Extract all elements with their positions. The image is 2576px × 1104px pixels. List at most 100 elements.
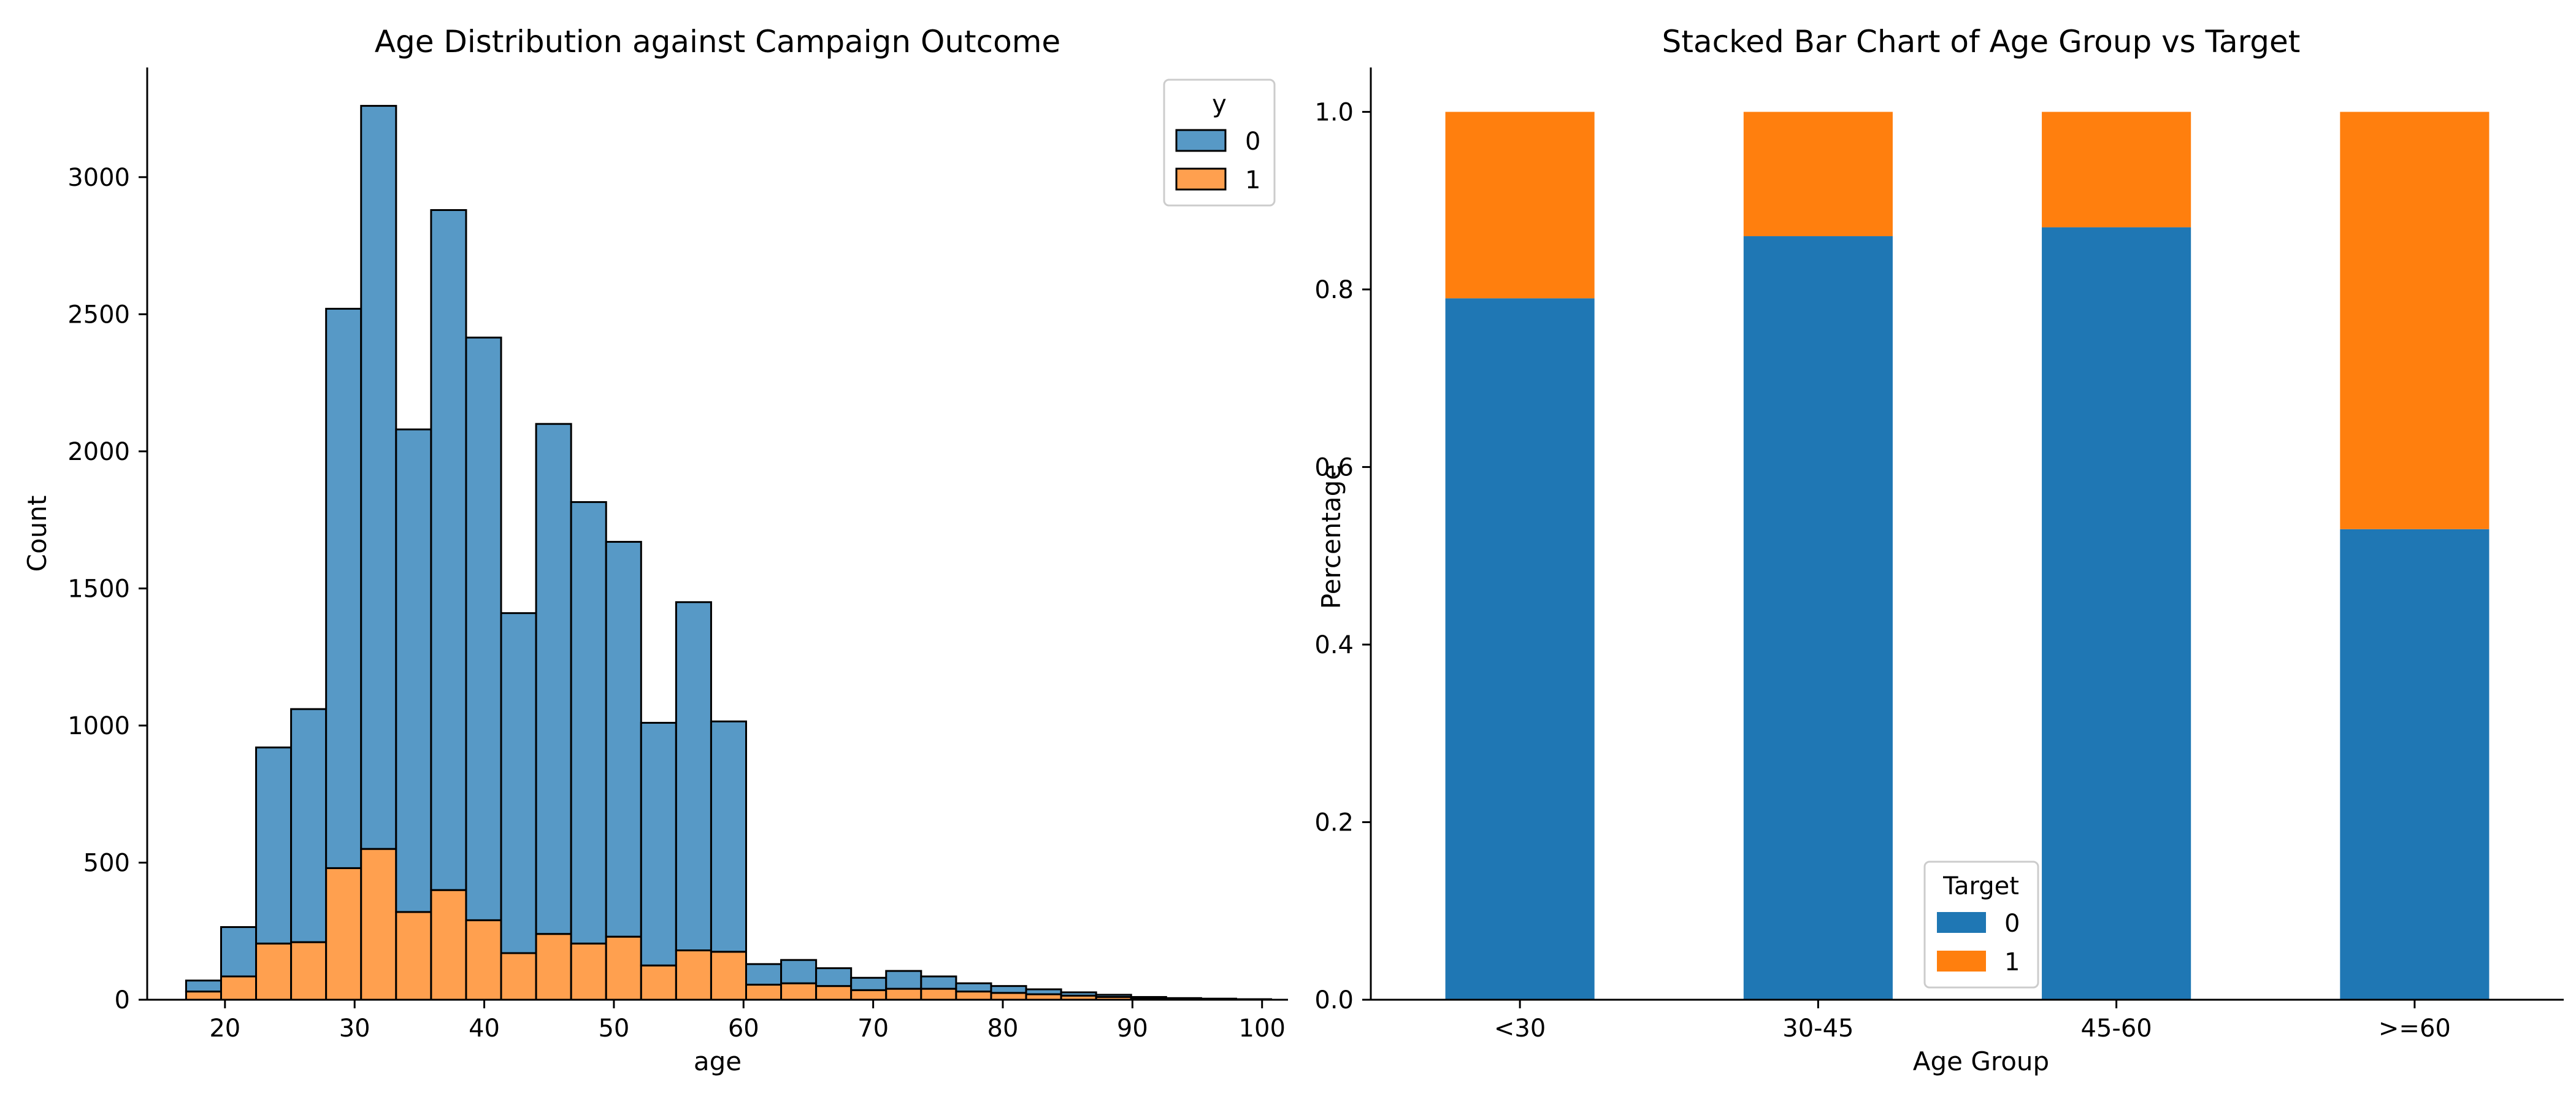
histogram-bar-1-12 <box>605 935 642 1001</box>
histogram-bar-1-3 <box>290 941 328 1001</box>
stacked-bar-xlabel: Age Group <box>1913 1046 2049 1076</box>
histogram-bar-0-12 <box>605 540 642 938</box>
histogram-bar-1-18 <box>815 985 853 1001</box>
histogram-y-tick-label: 0 <box>115 986 130 1014</box>
histogram-chart: Age Distribution against Campaign Outcom… <box>22 24 1288 1076</box>
histogram-bar-0-8 <box>465 336 502 921</box>
histogram-bar-1-23 <box>990 992 1027 1001</box>
histogram-bar-0-5 <box>360 105 397 850</box>
stacked-bars <box>1445 112 2490 1000</box>
stacked-bar-x-tick-label: >=60 <box>2379 1014 2451 1043</box>
histogram-bar-0-16 <box>745 963 783 986</box>
histogram-bar-1-22 <box>955 991 992 1001</box>
histogram-bar-1-13 <box>640 964 677 1001</box>
histogram-bar-0-26 <box>1095 994 1132 999</box>
histogram-bar-0-15 <box>710 720 747 953</box>
histogram-legend-swatch-1 <box>1175 167 1227 191</box>
histogram-bar-1-8 <box>465 919 502 1001</box>
histogram-legend-title: y <box>1212 90 1227 118</box>
stacked-bar-legend-swatch-1 <box>1937 951 1986 972</box>
stacked-bar-1-1 <box>1743 112 1893 237</box>
histogram-bar-0-23 <box>990 985 1027 994</box>
histogram-bar-1-6 <box>395 911 432 1001</box>
histogram-bar-0-1 <box>220 926 258 978</box>
histogram-x-tick-label: 50 <box>598 1014 629 1043</box>
stacked-bar-x-tick-label: 45-60 <box>2081 1014 2152 1043</box>
histogram-bar-1-7 <box>430 889 467 1001</box>
histogram-legend-label-1: 1 <box>1245 166 1260 194</box>
histogram-bar-1-19 <box>850 989 887 1001</box>
histogram-bar-0-0 <box>185 979 222 993</box>
histogram-xlabel: age <box>694 1046 742 1076</box>
histogram-axes: 20 30 40 50 60 70 80 90 100050010001500200025003… <box>67 67 1288 1043</box>
histogram-bar-0-9 <box>500 612 537 954</box>
histogram-ylabel: Count <box>22 496 52 572</box>
histogram-bar-1-17 <box>780 982 818 1001</box>
histogram-bar-0-21 <box>920 975 957 990</box>
histogram-bar-1-14 <box>675 949 712 1001</box>
histogram-bar-0-24 <box>1025 988 1062 995</box>
stacked-bar-title: Stacked Bar Chart of Age Group vs Target <box>1662 24 2301 59</box>
stacked-bar-legend-swatch-0 <box>1937 912 1986 933</box>
stacked-bar-1-3 <box>2340 112 2490 529</box>
stacked-bar-x-tick-label: <30 <box>1494 1014 1546 1043</box>
stacked-bar-y-tick-label: 0.4 <box>1314 631 1354 659</box>
stacked-bar-y-tick-label: 0.8 <box>1314 276 1354 304</box>
histogram-bar-1-9 <box>500 952 537 1001</box>
stacked-bar-legend-label-1: 1 <box>2004 948 2020 976</box>
histogram-bar-0-22 <box>955 982 992 993</box>
histogram-bar-1-20 <box>885 987 922 1001</box>
histogram-bar-1-16 <box>745 983 783 1001</box>
histogram-bar-1-4 <box>325 867 362 1001</box>
histogram-x-tick-label: 90 <box>1117 1014 1148 1043</box>
histogram-y-tick-label: 3000 <box>67 164 130 192</box>
histogram-bar-1-21 <box>920 987 957 1001</box>
stacked-bar-1-0 <box>1445 112 1595 299</box>
histogram-bar-0-6 <box>395 428 432 913</box>
histogram-bar-0-20 <box>885 970 922 990</box>
histogram-x-tick-label: 40 <box>469 1014 500 1043</box>
stacked-bar-y-tick-label: 0.0 <box>1314 986 1354 1014</box>
histogram-bar-0-27 <box>1130 996 1167 1000</box>
histogram-bar-1-1 <box>220 975 258 1001</box>
stacked-bar-0-0 <box>1445 298 1595 1000</box>
histogram-bar-1-2 <box>255 942 293 1001</box>
stacked-bar-y-tick-label: 1.0 <box>1314 98 1354 126</box>
stacked-bar-1-2 <box>2042 112 2191 228</box>
histogram-bar-0-17 <box>780 959 818 984</box>
histogram-legend-label-0: 0 <box>1245 128 1260 156</box>
histogram-bar-0-3 <box>290 708 328 943</box>
histogram-title: Age Distribution against Campaign Outcom… <box>375 24 1060 59</box>
stacked-bar-legend: Target 0 1 <box>1923 861 2039 989</box>
stacked-bar-ylabel: Percentage <box>1316 464 1346 609</box>
histogram-bar-0-25 <box>1060 991 1097 997</box>
histogram-bar-0-13 <box>640 721 677 967</box>
histogram-x-tick-label: 30 <box>339 1014 370 1043</box>
stacked-bar-axes: <30 30-45 45-60 >=60 0.0 0.2 0.4 0.6 0.8 1.0 <box>1314 67 2564 1043</box>
histogram-legend: y 0 1 <box>1163 79 1276 207</box>
histogram-bar-0-10 <box>535 423 572 935</box>
stacked-bar-chart: Stacked Bar Chart of Age Group vs Target… <box>1314 24 2564 1076</box>
histogram-bar-1-10 <box>535 933 572 1001</box>
stacked-bar-y-tick-label: 0.2 <box>1314 808 1354 837</box>
histogram-bar-1-0 <box>185 991 222 1001</box>
histogram-x-tick-label: 60 <box>728 1014 759 1043</box>
histogram-bar-0-2 <box>255 746 293 945</box>
histogram-bar-0-7 <box>430 209 467 891</box>
histogram-bar-0-14 <box>675 601 712 952</box>
histogram-bar-1-15 <box>710 951 747 1001</box>
stacked-bar-x-tick-label: 30-45 <box>1782 1014 1853 1043</box>
histogram-y-tick-label: 500 <box>83 849 130 877</box>
histogram-y-tick-label: 1000 <box>67 712 130 740</box>
stacked-bar-0-2 <box>2042 227 2191 1000</box>
stacked-bar-0-1 <box>1743 236 1893 1000</box>
histogram-x-tick-label: 100 <box>1239 1014 1286 1043</box>
histogram-x-tick-label: 20 <box>209 1014 240 1043</box>
histogram-y-tick-label: 2500 <box>67 301 130 329</box>
histogram-bar-1-11 <box>570 942 607 1001</box>
histogram-bar-1-5 <box>360 848 397 1001</box>
histogram-y-tick-label: 2000 <box>67 438 130 466</box>
histogram-bar-0-4 <box>325 307 362 869</box>
stacked-bar-legend-title: Target <box>1942 872 2019 900</box>
histogram-bar-0-28 <box>1165 997 1202 1000</box>
